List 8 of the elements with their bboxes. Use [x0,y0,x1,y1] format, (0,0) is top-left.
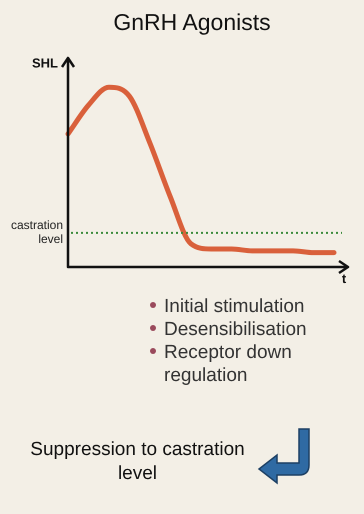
text: Desensibilisation [150,318,364,341]
y-axis-title: SHL [32,56,58,71]
ref-line-label: castration level [10,218,63,246]
text: Suppression to castration level [30,438,245,486]
text: Initial stimulation [150,295,364,318]
text: Receptor down regulation [150,341,364,387]
x-axis-title: t [342,271,347,286]
chart-title: GnRH Agonists [112,8,272,37]
